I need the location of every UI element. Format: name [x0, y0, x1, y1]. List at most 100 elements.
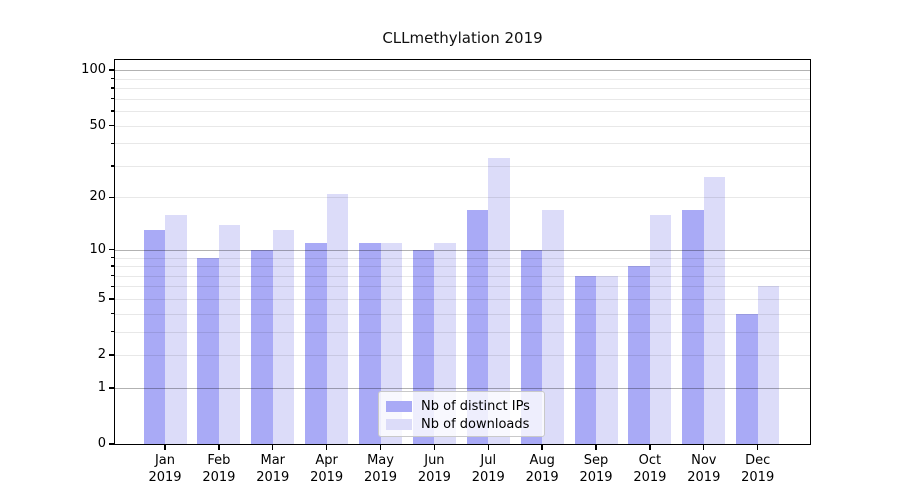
- y-minor-tick-70: [111, 98, 114, 100]
- y-tick-label-0: 0: [97, 436, 106, 451]
- gridline-5: [115, 298, 810, 300]
- x-tick-mark-aug: [541, 445, 543, 450]
- gridline-80: [115, 88, 810, 90]
- gridline-1: [115, 387, 810, 389]
- x-tick-mark-mar: [272, 445, 274, 450]
- x-tick-label-sep: Sep 2019: [579, 453, 613, 485]
- legend-swatch-downloads: [386, 418, 412, 430]
- y-tick-label-10: 10: [89, 241, 106, 257]
- x-tick-label-jun: Jun 2019: [417, 453, 451, 485]
- legend-item-downloads: Nb of downloads: [386, 415, 537, 433]
- bar-downloads-jan: [165, 214, 187, 444]
- bar-downloads-jul: [488, 158, 510, 444]
- x-tick-mark-may: [379, 445, 382, 450]
- y-tick-label-2: 2: [97, 347, 106, 363]
- y-minor-tick-8: [111, 265, 114, 267]
- x-tick-label-oct: Oct 2019: [633, 453, 667, 485]
- legend: Nb of distinct IPs Nb of downloads: [378, 391, 545, 437]
- legend-label-downloads: Nb of downloads: [421, 416, 530, 432]
- bar-downloads-feb: [218, 224, 241, 444]
- bar-distinct-ips-may: [359, 242, 381, 444]
- y-minor-tick-4: [111, 312, 114, 315]
- bar-distinct-ips-feb: [197, 257, 219, 444]
- y-minor-tick-7: [111, 274, 114, 277]
- bar-downloads-nov: [703, 177, 726, 444]
- gridline-20: [115, 197, 810, 199]
- x-tick-mark-dec: [756, 445, 759, 450]
- gridline-70: [115, 98, 810, 100]
- y-tick-label-50: 50: [89, 117, 106, 133]
- bar-distinct-ips-sep: [574, 275, 597, 444]
- gridline-4: [115, 313, 810, 315]
- legend-label-distinct-ips: Nb of distinct IPs: [421, 398, 530, 414]
- bar-downloads-dec: [757, 286, 780, 444]
- bar-distinct-ips-jan: [143, 230, 165, 444]
- y-minor-tick-6: [111, 285, 114, 288]
- gridline-50: [115, 125, 810, 127]
- y-minor-tick-90: [111, 77, 114, 80]
- bar-distinct-ips-nov: [682, 209, 704, 444]
- x-tick-mark-oct: [649, 445, 651, 450]
- gridline-40: [115, 143, 810, 145]
- x-tick-label-mar: Mar 2019: [256, 453, 290, 485]
- y-tick-label-1: 1: [97, 379, 106, 395]
- chart-title: CLLmethylation 2019: [382, 29, 543, 47]
- gridline-90: [115, 78, 810, 80]
- y-minor-tick-40: [111, 142, 114, 144]
- bar-distinct-ips-jul: [466, 209, 489, 444]
- y-tick-label-100: 100: [81, 62, 106, 78]
- bar-downloads-mar: [272, 230, 295, 444]
- gridline-3: [115, 331, 810, 333]
- y-tick-mark-100: [109, 69, 114, 71]
- gridline-100: [115, 70, 810, 72]
- y-tick-mark-50: [109, 124, 114, 127]
- legend-swatch-distinct-ips: [386, 400, 412, 412]
- legend-item-distinct-ips: Nb of distinct IPs: [386, 397, 537, 415]
- gridline-10: [115, 249, 810, 251]
- bar-downloads-oct: [649, 214, 672, 444]
- y-tick-mark-0: [109, 443, 114, 445]
- y-minor-tick-3: [111, 331, 114, 333]
- y-minor-tick-60: [111, 110, 114, 112]
- bar-downloads-apr: [326, 193, 349, 444]
- gridline-2: [115, 355, 810, 357]
- gridline-30: [115, 165, 810, 167]
- x-tick-mark-sep: [595, 445, 597, 450]
- y-tick-mark-2: [109, 354, 114, 356]
- y-tick-mark-10: [109, 249, 114, 251]
- y-tick-label-5: 5: [97, 290, 106, 306]
- x-tick-label-may: May 2019: [363, 453, 398, 485]
- y-tick-mark-20: [109, 196, 114, 199]
- x-tick-label-jul: Jul 2019: [471, 453, 505, 485]
- x-tick-mark-nov: [703, 445, 705, 450]
- y-minor-tick-30: [111, 165, 114, 167]
- gridline-8: [115, 266, 810, 268]
- gridline-9: [115, 257, 810, 259]
- y-tick-mark-5: [109, 298, 114, 300]
- x-tick-mark-jul: [487, 445, 489, 450]
- gridline-6: [115, 286, 810, 288]
- plot-area: [114, 59, 811, 445]
- gridline-60: [115, 111, 810, 113]
- bar-downloads-aug: [542, 209, 564, 444]
- y-tick-mark-1: [109, 387, 114, 389]
- x-tick-label-dec: Dec 2019: [741, 453, 775, 485]
- x-tick-label-aug: Aug 2019: [525, 453, 559, 485]
- x-tick-mark-feb: [218, 445, 220, 450]
- x-tick-mark-jun: [433, 445, 436, 450]
- bar-downloads-sep: [596, 275, 618, 444]
- x-tick-label-nov: Nov 2019: [687, 453, 721, 485]
- bar-distinct-ips-mar: [251, 249, 273, 444]
- x-tick-label-feb: Feb 2019: [202, 453, 236, 485]
- x-tick-label-apr: Apr 2019: [310, 453, 344, 485]
- bar-distinct-ips-apr: [305, 242, 327, 444]
- y-minor-tick-80: [111, 87, 114, 89]
- bar-distinct-ips-dec: [736, 313, 758, 444]
- bar-distinct-ips-oct: [628, 266, 650, 444]
- y-minor-tick-9: [111, 256, 114, 259]
- gridline-7: [115, 275, 810, 277]
- y-tick-label-20: 20: [89, 189, 106, 205]
- x-tick-mark-jan: [164, 445, 166, 450]
- x-tick-mark-apr: [325, 445, 328, 450]
